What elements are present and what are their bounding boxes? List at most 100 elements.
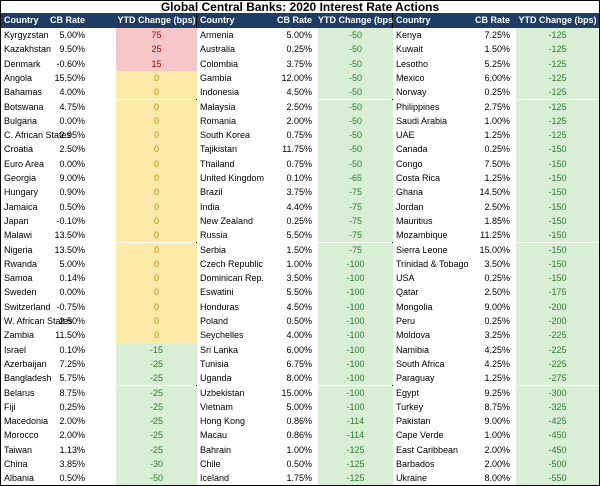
country-name: Lesotho bbox=[396, 58, 429, 69]
country-name: Morocco bbox=[4, 430, 39, 441]
table-row: Trinidad & Tobago 3.50% -150 bbox=[393, 256, 599, 272]
column-header-ytd-change: YTD Change (bps) bbox=[318, 15, 396, 25]
ytd-change-value: 25 bbox=[151, 44, 162, 55]
table-row: Sierra Leone 15.00% -150 bbox=[393, 242, 599, 257]
change-cell-bg bbox=[318, 128, 393, 143]
table-row: Mexico 6.00% -125 bbox=[393, 70, 599, 86]
country-name: Uzbekistan bbox=[200, 387, 245, 398]
cb-rate-value: 1.13% bbox=[59, 444, 85, 455]
ytd-change-value: 15 bbox=[151, 58, 162, 69]
cb-rate-value: 0.00% bbox=[59, 287, 85, 298]
ytd-change-value: 0 bbox=[153, 101, 159, 112]
cb-rate-value: 8.00% bbox=[286, 373, 312, 384]
change-cell-bg bbox=[116, 142, 197, 157]
change-cell-bg bbox=[516, 442, 599, 457]
country-name: Kazakhstan bbox=[4, 44, 52, 55]
cb-rate-value: 2.00% bbox=[286, 115, 312, 126]
table-row: Tunisia 6.75% -100 bbox=[197, 356, 393, 372]
cb-rate-value: 2.50% bbox=[484, 287, 510, 298]
cb-rate-value: 5.00% bbox=[59, 258, 85, 269]
table-row: Croatia 2.50% 0 bbox=[1, 142, 197, 157]
cb-rate-value: -0.75% bbox=[56, 301, 85, 312]
country-name: Bahrain bbox=[200, 444, 232, 455]
country-name: Tajikistan bbox=[200, 144, 238, 155]
ytd-change-value: -125 bbox=[548, 130, 567, 141]
country-name: Australia bbox=[200, 44, 236, 55]
change-cell-bg bbox=[116, 28, 197, 43]
ytd-change-value: 0 bbox=[153, 244, 159, 255]
change-cell-bg bbox=[318, 85, 393, 100]
country-name: Eswatini bbox=[200, 287, 234, 298]
ytd-change-value: -150 bbox=[548, 230, 567, 241]
country-name: Mongolia bbox=[396, 301, 433, 312]
country-name: Macau bbox=[200, 430, 228, 441]
change-cell-bg bbox=[318, 442, 393, 457]
country-name: South Korea bbox=[200, 130, 251, 141]
change-cell-bg bbox=[116, 356, 197, 372]
table-row: Australia 0.25% -50 bbox=[197, 42, 393, 57]
change-cell-bg bbox=[318, 314, 393, 329]
table-row: Dominican Rep. 3.50% -100 bbox=[197, 271, 393, 286]
table-row: South Korea 0.75% -50 bbox=[197, 128, 393, 143]
country-name: Georgia bbox=[4, 173, 37, 183]
ytd-change-value: -225 bbox=[548, 330, 567, 341]
change-cell-bg bbox=[516, 228, 599, 243]
cb-rate-value: 6.75% bbox=[286, 358, 312, 369]
country-name: Dominican Rep. bbox=[200, 273, 265, 284]
ytd-change-value: -150 bbox=[548, 244, 567, 255]
ytd-change-value: -50 bbox=[348, 144, 362, 155]
ytd-change-value: -125 bbox=[548, 115, 567, 126]
table-row: Peru 0.25% -200 bbox=[393, 314, 599, 329]
country-name: Israel bbox=[4, 344, 27, 355]
change-cell-bg bbox=[116, 385, 197, 400]
ytd-change-value: -75 bbox=[348, 230, 362, 241]
ytd-change-value: -50 bbox=[348, 130, 362, 141]
cb-rate-value: 14.50% bbox=[479, 187, 510, 198]
column-header-ytd-change: YTD Change (bps) bbox=[518, 15, 597, 25]
table-panel-3: Country CB Rate YTD Change (bps) Kenya 7.25%… bbox=[393, 13, 599, 485]
country-name: Botswana bbox=[4, 101, 44, 112]
ytd-change-value: -75 bbox=[348, 215, 362, 226]
country-name: Thailand bbox=[200, 158, 235, 169]
country-name: Moldova bbox=[396, 330, 431, 341]
change-cell-bg bbox=[318, 142, 393, 157]
table-row: Malawi 13.50% 0 bbox=[1, 228, 197, 243]
country-name: Colombia bbox=[200, 58, 239, 69]
country-name: USA bbox=[396, 273, 415, 284]
country-name: China bbox=[4, 459, 28, 469]
ytd-change-value: -175 bbox=[548, 287, 567, 298]
cb-rate-value: 9.00% bbox=[484, 301, 510, 312]
ytd-change-value: -25 bbox=[149, 416, 163, 427]
change-cell-bg bbox=[318, 428, 393, 443]
cb-rate-value: 4.00% bbox=[59, 87, 85, 98]
ytd-change-value: -50 bbox=[348, 158, 362, 169]
ytd-change-value: -25 bbox=[149, 358, 163, 369]
table-row: Taiwan 1.13% -25 bbox=[1, 442, 197, 457]
cb-rate-value: 3.85% bbox=[59, 459, 85, 469]
ytd-change-value: -450 bbox=[548, 444, 567, 455]
table-row: W. African States 2.50% 0 bbox=[1, 314, 197, 329]
table-row: Cape Verde 1.00% -450 bbox=[393, 428, 599, 443]
country-name: Costa Rica bbox=[396, 173, 441, 183]
table-row: Jamaica 0.50% 0 bbox=[1, 199, 197, 214]
cb-rate-value: 0.25% bbox=[484, 87, 510, 98]
country-name: Poland bbox=[200, 316, 229, 326]
ytd-change-value: -100 bbox=[346, 373, 365, 384]
table-row: Chile 0.50% -125 bbox=[197, 457, 393, 472]
country-name: Hungary bbox=[4, 187, 39, 198]
ytd-change-value: -125 bbox=[548, 87, 567, 98]
ytd-change-value: -425 bbox=[548, 416, 567, 427]
cb-rate-value: 4.40% bbox=[286, 201, 312, 212]
ytd-change-value: -200 bbox=[548, 301, 567, 312]
cb-rate-value: 5.00% bbox=[286, 401, 312, 412]
cb-rate-value: 5.00% bbox=[286, 30, 312, 40]
table-row: India 4.40% -75 bbox=[197, 199, 393, 214]
table-row: Romania 2.00% -50 bbox=[197, 113, 393, 129]
ytd-change-value: -15 bbox=[149, 344, 163, 355]
table-row: Macau 0.86% -114 bbox=[197, 428, 393, 443]
ytd-change-value: 0 bbox=[153, 72, 159, 83]
cb-rate-value: 9.00% bbox=[59, 173, 85, 183]
ytd-change-value: -125 bbox=[346, 473, 365, 484]
table-row: Honduras 4.50% -100 bbox=[197, 299, 393, 314]
change-cell-bg bbox=[318, 99, 393, 114]
